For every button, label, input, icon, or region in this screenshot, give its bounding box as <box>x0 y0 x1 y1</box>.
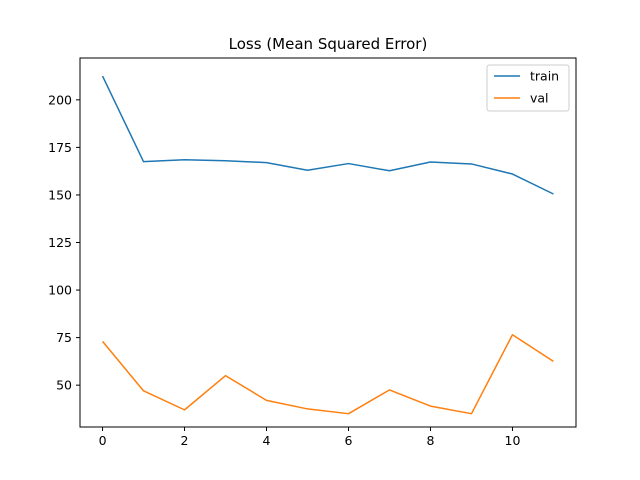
y-tick-label: 75 <box>56 330 72 345</box>
plot-area: 0 2 4 6 8 10 50 75 100 125 150 175 200 <box>48 75 554 448</box>
legend-label-val: val <box>530 91 549 106</box>
axes-frame <box>79 57 577 428</box>
x-tick-label: 2 <box>181 433 189 448</box>
x-tick-label: 0 <box>99 433 107 448</box>
legend: train val <box>486 64 570 112</box>
x-tick-label: 6 <box>345 433 353 448</box>
x-tick-label: 10 <box>505 433 521 448</box>
legend-label-train: train <box>530 69 559 84</box>
y-tick-label: 50 <box>56 378 72 393</box>
x-tick-label: 8 <box>427 433 435 448</box>
series-line-val <box>101 334 554 415</box>
x-tick-label: 4 <box>263 433 271 448</box>
series-line-train <box>101 75 554 195</box>
y-tick-label: 175 <box>48 140 72 155</box>
chart-title: Loss (Mean Squared Error) <box>229 35 428 53</box>
y-tick-label: 100 <box>48 283 72 298</box>
y-tick-label: 125 <box>48 235 72 250</box>
y-tick-label: 200 <box>48 92 72 107</box>
y-tick-label: 150 <box>48 187 72 202</box>
